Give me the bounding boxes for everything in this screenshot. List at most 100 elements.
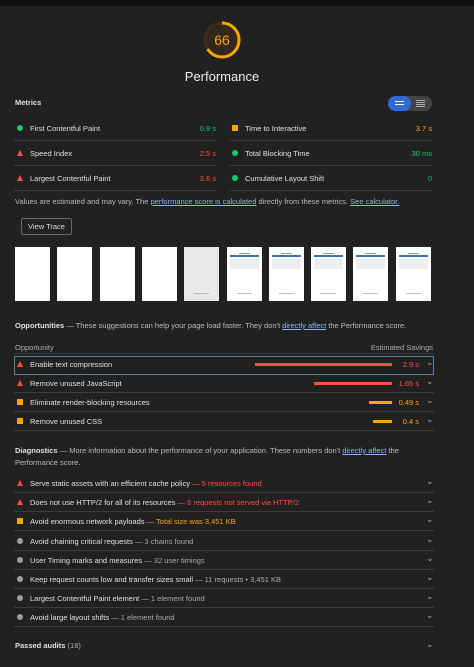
- note-link[interactable]: performance score is calculated: [150, 197, 257, 206]
- separator: [14, 190, 217, 191]
- savings-value: 0.4 s: [402, 417, 419, 426]
- score-label: Performance: [184, 69, 260, 84]
- savings-bar: [255, 363, 392, 366]
- diagnostic-row[interactable]: Avoid enormous network payloads — Total …: [30, 517, 236, 526]
- icon-info: [17, 595, 23, 602]
- chevron[interactable]: ⌄: [426, 395, 434, 405]
- frame-text: [278, 293, 294, 294]
- toggle-icon: [416, 100, 425, 101]
- score-value: 66: [214, 32, 230, 48]
- view-toggle[interactable]: [388, 96, 432, 111]
- chevron[interactable]: ⌄: [426, 533, 434, 544]
- opportunities-link[interactable]: directly affect: [282, 321, 327, 330]
- chevron[interactable]: ⌄: [426, 476, 434, 486]
- savings-bar: [368, 401, 392, 404]
- film-frame: [141, 247, 177, 301]
- icon-pass: [232, 150, 238, 156]
- diagnostic-detail: — 3 chains found: [134, 536, 194, 546]
- metric-value: 30 ms: [411, 149, 432, 158]
- metrics-note: Values are estimated and may vary. The p…: [15, 197, 399, 206]
- toggle-active[interactable]: [388, 96, 411, 111]
- diagnostic-row[interactable]: Does not use HTTP/2 for all of its resou…: [30, 498, 299, 507]
- score-gauge: 66: [203, 21, 241, 59]
- note-link[interactable]: See calculator.: [350, 197, 400, 206]
- metric-name: Total Blocking Time: [245, 149, 310, 158]
- savings-value: 1.65 s: [398, 379, 419, 388]
- film-frame: [353, 247, 389, 301]
- note-text: directly from these metrics.: [256, 197, 351, 206]
- frame-line: [238, 253, 250, 254]
- diagnostic-name: User Timing marks and measures: [30, 555, 143, 565]
- passed-title: Passed audits: [15, 641, 66, 650]
- icon-info: [17, 614, 23, 621]
- metrics-title: Metrics: [15, 98, 42, 107]
- separator: [14, 165, 217, 166]
- diagnostic-row[interactable]: Serve static assets with an efficient ca…: [30, 479, 262, 488]
- toggle-icon: [395, 101, 404, 102]
- savings-value: 0.49 s: [398, 398, 419, 407]
- diagnostic-detail: — 11 requests • 3,451 KB: [195, 575, 281, 584]
- frame-line: [323, 253, 335, 254]
- diagnostic-name: Avoid enormous network payloads: [30, 517, 145, 527]
- view-trace-button[interactable]: View Trace: [21, 218, 72, 235]
- passed-audits[interactable]: Passed audits (18): [15, 641, 81, 650]
- icon-average: [17, 418, 23, 424]
- separator: [14, 607, 434, 609]
- opportunity-name[interactable]: Enable text compression: [30, 360, 113, 369]
- diagnostics-desc: the Performance score.: [15, 446, 399, 467]
- icon-fail: [17, 380, 23, 386]
- diagnostic-row[interactable]: User Timing marks and measures — 32 user…: [30, 556, 205, 565]
- frame-text: [236, 293, 252, 294]
- separator: [14, 626, 434, 628]
- diagnostic-name: Keep request counts low and transfer siz…: [30, 575, 193, 584]
- separator: [14, 411, 434, 412]
- chevron[interactable]: ⌄: [426, 639, 434, 649]
- diagnostic-row[interactable]: Largest Contentful Paint element — 1 ele…: [30, 594, 205, 603]
- metric-value: 2.5 s: [199, 149, 216, 158]
- film-frame: [57, 247, 93, 301]
- diagnostic-detail: — 5 resources found: [192, 479, 262, 488]
- diagnostic-row[interactable]: Avoid large layout shifts — 1 element fo…: [30, 613, 175, 622]
- frame-line: [280, 253, 292, 254]
- separator: [229, 165, 432, 166]
- diagnostic-name: Does not use HTTP/2 for all of its resou…: [30, 498, 176, 508]
- separator: [229, 140, 432, 141]
- diagnostic-row[interactable]: Keep request counts low and transfer siz…: [30, 575, 281, 584]
- diagnostic-name: Avoid large layout shifts: [30, 613, 110, 623]
- metric-value: 0.9 s: [199, 124, 216, 133]
- chevron[interactable]: ⌄: [426, 572, 434, 582]
- chevron[interactable]: ⌄: [426, 610, 434, 621]
- opportunity-name[interactable]: Eliminate render-blocking resources: [30, 398, 150, 407]
- chevron[interactable]: ⌄: [426, 357, 434, 367]
- diagnostic-row[interactable]: Avoid chaining critical requests — 3 cha…: [30, 537, 193, 546]
- chevron[interactable]: ⌄: [426, 552, 434, 563]
- chevron[interactable]: ⌄: [426, 495, 434, 506]
- diagnostic-detail: — 6 requests not served via HTTP/2: [177, 498, 299, 508]
- top-strip: [0, 0, 474, 6]
- metric-name: Speed Index: [30, 149, 73, 158]
- icon-fail: [17, 150, 23, 156]
- icon-pass: [17, 125, 23, 131]
- metric-name: First Contentful Paint: [30, 124, 101, 133]
- opportunities-title: Opportunities: [15, 321, 65, 330]
- diagnostic-name: Avoid chaining critical requests: [30, 536, 133, 546]
- icon-fail: [17, 499, 23, 506]
- savings-bar: [314, 382, 392, 385]
- opportunity-name[interactable]: Remove unused JavaScript: [30, 379, 122, 388]
- film-frame: [311, 247, 347, 301]
- metric-name: Time to Interactive: [245, 124, 307, 133]
- icon-average: [17, 518, 23, 525]
- separator: [14, 392, 434, 393]
- chevron[interactable]: ⌄: [426, 514, 434, 525]
- savings-bar: [373, 420, 392, 423]
- frame-line: [407, 253, 419, 254]
- opportunity-name[interactable]: Remove unused CSS: [30, 417, 103, 426]
- chevron[interactable]: ⌄: [426, 414, 434, 424]
- chevron[interactable]: ⌄: [426, 591, 434, 602]
- passed-count: (18): [67, 641, 81, 650]
- frame-text: [321, 293, 337, 294]
- chevron[interactable]: ⌄: [426, 376, 434, 386]
- separator: [14, 588, 434, 589]
- diagnostics-link[interactable]: directly affect: [342, 446, 387, 455]
